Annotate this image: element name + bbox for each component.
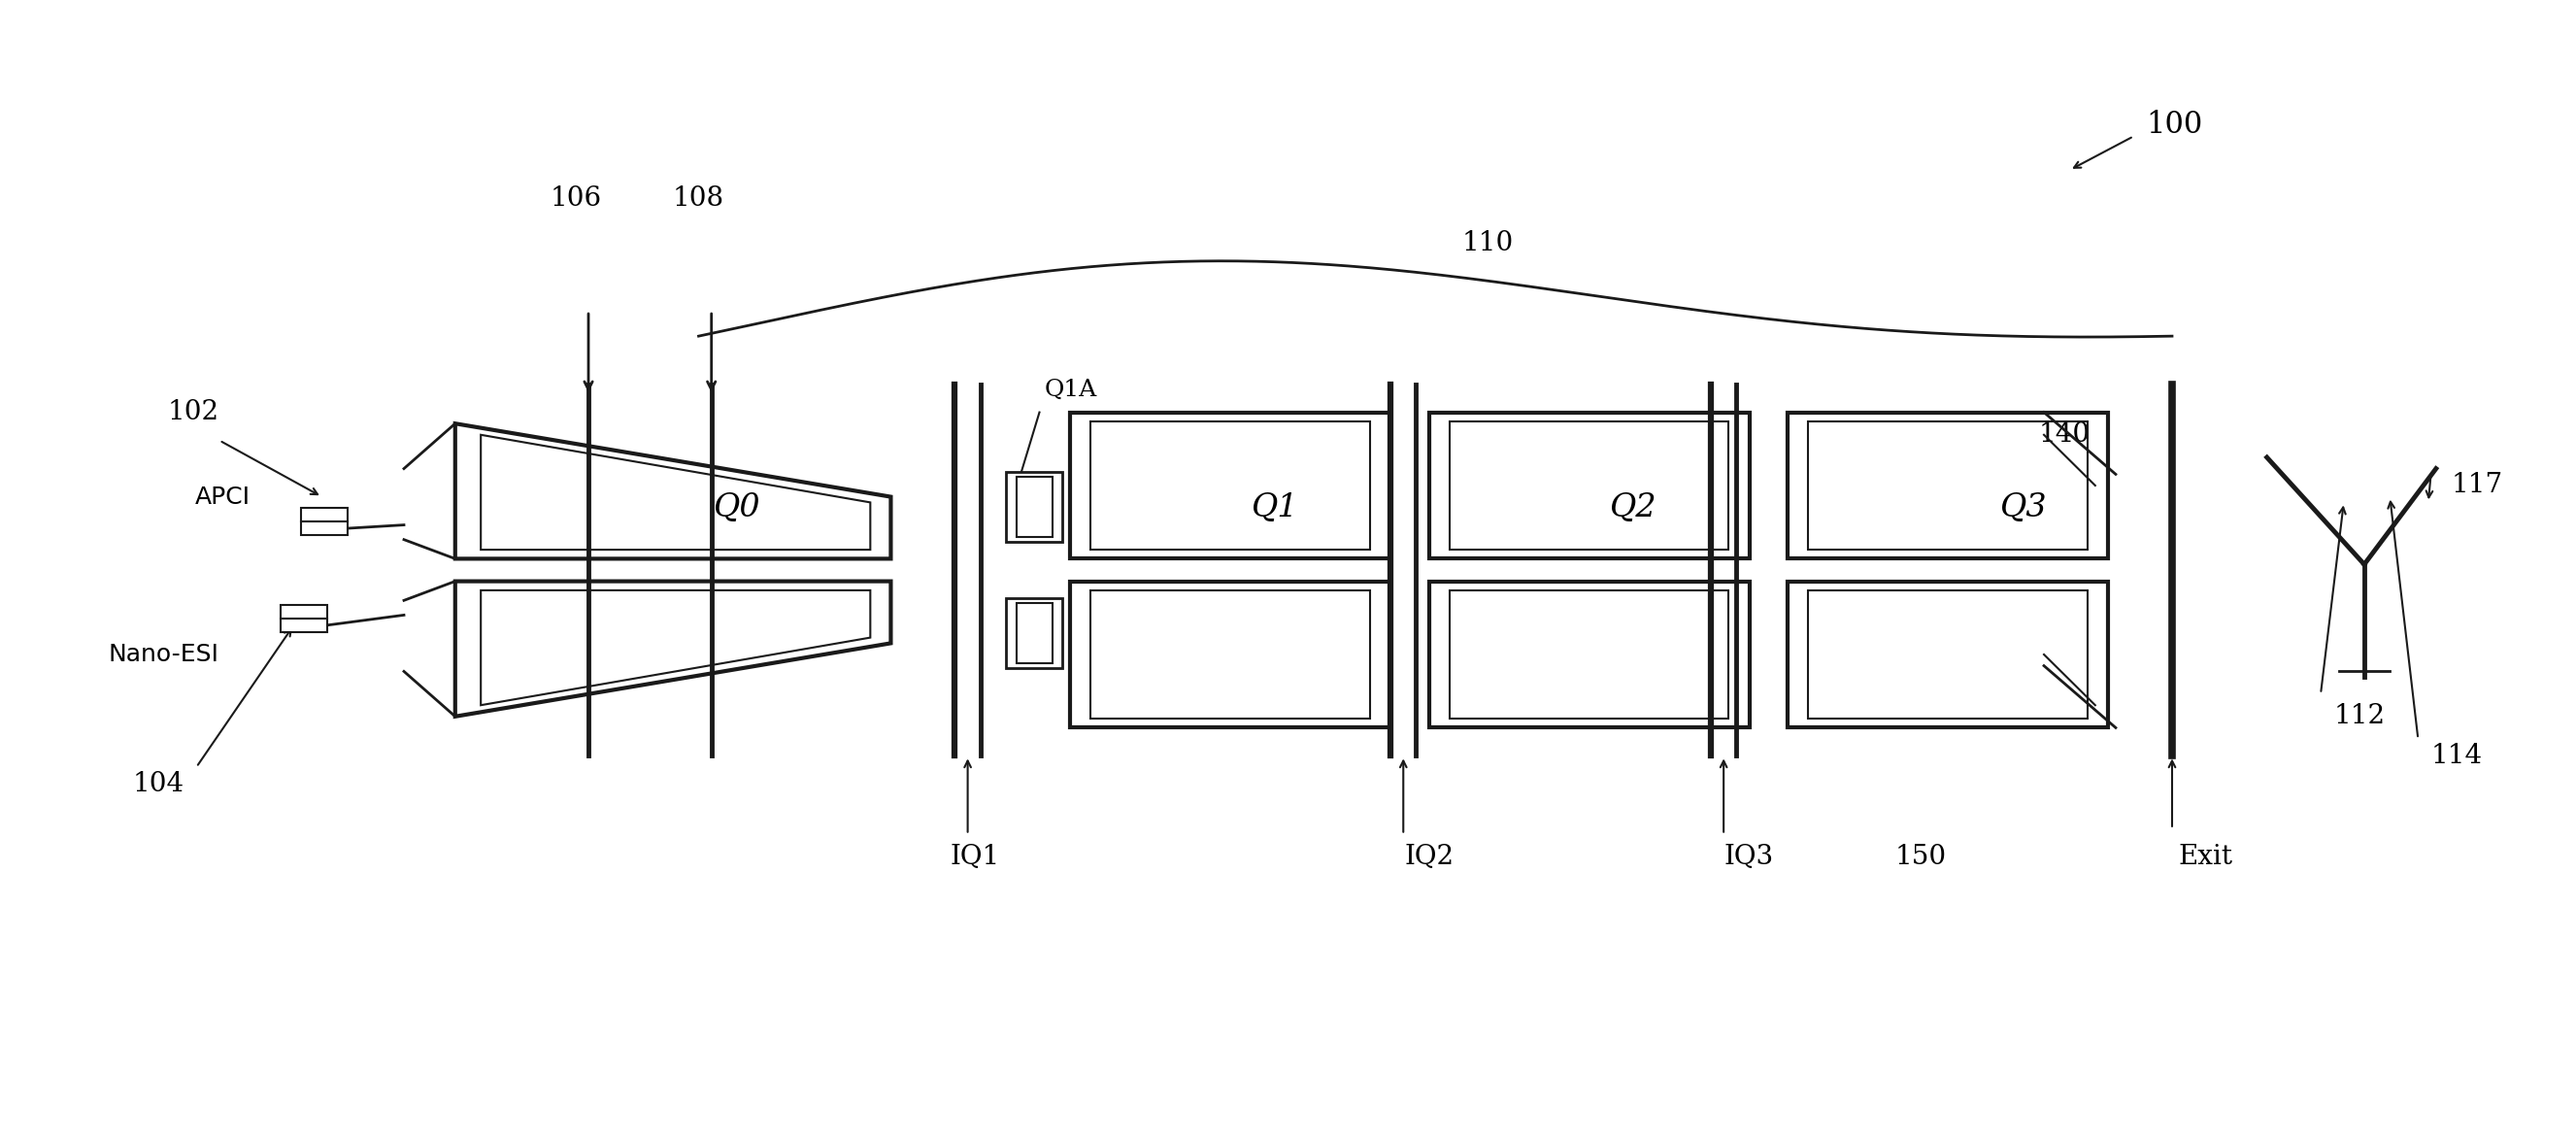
Bar xyxy=(1430,413,1749,559)
Text: Q1: Q1 xyxy=(1252,492,1298,523)
Text: 150: 150 xyxy=(1896,844,1947,870)
Bar xyxy=(301,508,348,522)
Polygon shape xyxy=(456,424,891,559)
Bar xyxy=(1007,472,1061,542)
Bar xyxy=(1090,422,1370,549)
Bar xyxy=(1808,422,2087,549)
Text: 114: 114 xyxy=(2432,743,2483,770)
Bar xyxy=(1007,598,1061,668)
Text: 106: 106 xyxy=(549,185,600,211)
Text: Q3: Q3 xyxy=(1999,492,2048,523)
Text: 108: 108 xyxy=(672,185,724,211)
Text: 117: 117 xyxy=(2452,472,2504,498)
Text: Nano-ESI: Nano-ESI xyxy=(108,643,219,666)
Polygon shape xyxy=(456,581,891,716)
Text: 140: 140 xyxy=(2038,422,2089,448)
Text: IQ3: IQ3 xyxy=(1723,844,1775,870)
Text: 112: 112 xyxy=(2334,703,2385,730)
Bar xyxy=(1788,581,2107,727)
Bar xyxy=(1018,603,1051,663)
Text: Q2: Q2 xyxy=(1610,492,1656,523)
Text: Exit: Exit xyxy=(2179,844,2233,870)
Text: 104: 104 xyxy=(131,771,183,797)
Bar xyxy=(1069,413,1391,559)
Text: Q1A: Q1A xyxy=(1043,378,1097,401)
Text: IQ2: IQ2 xyxy=(1404,844,1453,870)
Text: 100: 100 xyxy=(2146,109,2202,140)
Bar xyxy=(281,618,327,632)
Bar xyxy=(1788,413,2107,559)
Text: 102: 102 xyxy=(167,399,219,425)
Bar xyxy=(1450,422,1728,549)
Text: 110: 110 xyxy=(1463,230,1515,256)
Bar xyxy=(1430,581,1749,727)
Bar xyxy=(301,522,348,535)
Bar xyxy=(1808,591,2087,718)
Bar xyxy=(281,605,327,618)
Bar xyxy=(1018,477,1051,537)
Bar xyxy=(1069,581,1391,727)
Text: IQ1: IQ1 xyxy=(951,844,999,870)
Text: APCI: APCI xyxy=(196,486,250,508)
Bar xyxy=(1090,591,1370,718)
Text: Q0: Q0 xyxy=(714,492,760,523)
Bar xyxy=(1450,591,1728,718)
